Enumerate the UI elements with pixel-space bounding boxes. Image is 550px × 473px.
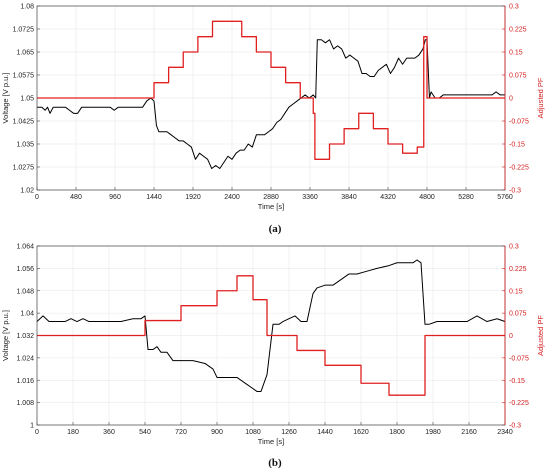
chart-b-xtick-label: 0 bbox=[35, 429, 39, 436]
chart-a-ytick-label: 1.0575 bbox=[13, 73, 35, 80]
chart-b-ytick-label: 1 bbox=[30, 423, 34, 430]
chart-b-xtick-label: 360 bbox=[103, 429, 115, 436]
chart-b-ytick-label: 1.008 bbox=[16, 400, 34, 407]
chart-b-xtick-label: 1800 bbox=[389, 429, 405, 436]
chart-b-xtick-label: 2340 bbox=[497, 429, 513, 436]
chart-a-ytick-label: 1.05 bbox=[20, 96, 34, 103]
chart-a-xtick-label: 5280 bbox=[458, 194, 474, 201]
chart-b-ytick-label: 1.032 bbox=[16, 333, 34, 340]
chart-b-xtick-label: 1260 bbox=[281, 429, 297, 436]
chart-a-xtick-label: 5760 bbox=[497, 194, 513, 201]
chart-a-pf-series-line bbox=[37, 20, 505, 160]
chart-a-ytick-label: 1.035 bbox=[16, 142, 34, 149]
chart-a-y2tick-label: -0.225 bbox=[509, 165, 529, 172]
chart-a-xtick-label: 1920 bbox=[185, 194, 201, 201]
chart-panel-b: 0 180 360 540 720 900 1080 1260 1440 1620 1800 1980… bbox=[1, 244, 545, 470]
chart-b-ytick-label: 1.024 bbox=[16, 355, 34, 362]
chart-b-ytick-label: 1.04 bbox=[20, 311, 34, 318]
chart-a-y2tick-label: 0.15 bbox=[509, 50, 523, 57]
chart-b-xtick-label: 2160 bbox=[461, 429, 477, 436]
chart-b-pf-series-line bbox=[37, 275, 505, 396]
chart-b-caption: (b) bbox=[268, 457, 282, 469]
chart-a-xtick-label: 2880 bbox=[263, 194, 279, 201]
chart-b-y2tick-label: 0.075 bbox=[509, 311, 527, 318]
chart-a-y2-axis-label: Adjusted PF bbox=[536, 77, 545, 118]
chart-a-xtick-label: 480 bbox=[70, 194, 82, 201]
chart-a-x-axis-label: Time [s] bbox=[258, 202, 284, 211]
chart-a-xtick-label: 3360 bbox=[302, 194, 318, 201]
chart-a-caption: (a) bbox=[269, 223, 282, 235]
chart-a-voltage-series-line bbox=[37, 39, 505, 170]
chart-b-xtick-label: 1080 bbox=[245, 429, 261, 436]
chart-a-ytick-label: 1.0425 bbox=[13, 119, 35, 126]
chart-a-y2tick-label: -0.15 bbox=[509, 142, 525, 149]
chart-a-xtick-label: 4320 bbox=[380, 194, 396, 201]
chart-a-y2tick-label: -0.075 bbox=[509, 119, 529, 126]
chart-a-xtick-label: 2400 bbox=[224, 194, 240, 201]
chart-b-y2tick-label: -0.3 bbox=[509, 423, 521, 430]
chart-b-xtick-label: 1440 bbox=[317, 429, 333, 436]
chart-b-xtick-label: 1980 bbox=[425, 429, 441, 436]
chart-a-y2tick-label: 0.225 bbox=[509, 27, 527, 34]
chart-a-xtick-label: 960 bbox=[109, 194, 121, 201]
chart-b-ytick-label: 1.016 bbox=[16, 378, 34, 385]
chart-b-xtick-label: 900 bbox=[211, 429, 223, 436]
chart-b-ytick-label: 1.056 bbox=[16, 266, 34, 273]
chart-b-x-axis-label: Time [s] bbox=[258, 437, 284, 446]
chart-a-xtick-label: 4800 bbox=[419, 194, 435, 201]
chart-a-ytick-label: 1.0725 bbox=[13, 27, 35, 34]
chart-b-y2tick-label: -0.075 bbox=[509, 355, 529, 362]
chart-a-y2tick-label: 0.3 bbox=[509, 4, 519, 11]
chart-b-ytick-label: 1.064 bbox=[16, 244, 34, 251]
chart-b-y-axis-label: Voltage [V p.u.] bbox=[1, 310, 10, 361]
chart-b-y2tick-label: 0.3 bbox=[509, 244, 519, 251]
chart-b-xtick-label: 720 bbox=[175, 429, 187, 436]
chart-b-y2tick-label: -0.15 bbox=[509, 378, 525, 385]
chart-b-y2tick-label: -0.225 bbox=[509, 400, 529, 407]
chart-a-xtick-label: 0 bbox=[35, 194, 39, 201]
chart-b-voltage-series-line bbox=[36, 259, 506, 392]
chart-a-ytick-label: 1.065 bbox=[16, 50, 34, 57]
chart-b-y2tick-label: 0.225 bbox=[509, 266, 527, 273]
chart-b-ytick-label: 1.048 bbox=[16, 288, 34, 295]
chart-b-xtick-label: 540 bbox=[139, 429, 151, 436]
chart-b-y2-axis-label: Adjusted PF bbox=[536, 315, 545, 356]
chart-b-xtick-label: 1620 bbox=[353, 429, 369, 436]
chart-a-y2tick-label: -0.3 bbox=[509, 188, 521, 195]
chart-a-ytick-label: 1.08 bbox=[20, 4, 34, 11]
chart-a-xtick-label: 1440 bbox=[146, 194, 162, 201]
chart-a-y2tick-label: 0.075 bbox=[509, 73, 527, 80]
chart-b-y2tick-label: 0.15 bbox=[509, 288, 523, 295]
chart-a-ytick-label: 1.0275 bbox=[13, 165, 35, 172]
chart-panel-a: 0 480 960 1440 1920 2400 2880 3360 3840 4320 4800 5… bbox=[1, 4, 545, 236]
chart-a-ytick-label: 1.02 bbox=[20, 188, 34, 195]
chart-a-y-axis-label: Voltage [V p.u.] bbox=[1, 73, 10, 124]
chart-b-y2tick-label: 0 bbox=[509, 333, 513, 340]
chart-a-y2tick-label: 0 bbox=[509, 96, 513, 103]
chart-b-xtick-label: 180 bbox=[67, 429, 79, 436]
chart-a-xtick-label: 3840 bbox=[341, 194, 357, 201]
